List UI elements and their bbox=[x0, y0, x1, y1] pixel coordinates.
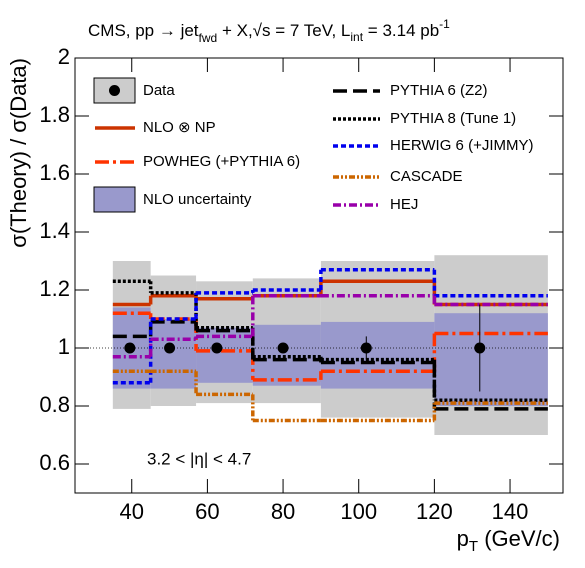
title-part: + X,√s = 7 TeV, L bbox=[217, 21, 350, 40]
data-point bbox=[277, 342, 289, 354]
legend-label: NLO uncertainty bbox=[143, 191, 252, 208]
xlabel-part: p bbox=[457, 526, 469, 551]
data-point bbox=[360, 342, 372, 354]
x-tick-label: 80 bbox=[271, 499, 295, 524]
x-tick-label: 60 bbox=[195, 499, 219, 524]
y-tick-label: 2 bbox=[58, 44, 70, 69]
legend-label: PYTHIA 8 (Tune 1) bbox=[390, 110, 516, 127]
nlo-uncertainty-band bbox=[320, 321, 435, 389]
plot-frame bbox=[74, 57, 564, 494]
chart-title: CMS, pp → jetfwd + X,√s = 7 TeV, Lint = … bbox=[88, 17, 450, 45]
x-tick-label: 100 bbox=[340, 499, 377, 524]
legend-swatch bbox=[93, 186, 136, 213]
legend-label: Data bbox=[143, 82, 175, 99]
legend-label: CASCADE bbox=[390, 168, 463, 185]
legend-label: HEJ bbox=[390, 196, 418, 213]
data-point bbox=[474, 342, 486, 354]
data-point bbox=[124, 342, 136, 354]
xlabel-part: (GeV/c) bbox=[478, 526, 560, 551]
legend-label: HERWIG 6 (+JIMMY) bbox=[390, 137, 533, 154]
legend-marker bbox=[109, 85, 120, 96]
legend-label: PYTHIA 6 (Z2) bbox=[390, 82, 488, 99]
title-sub: int bbox=[350, 30, 363, 44]
y-tick-label: 0.6 bbox=[39, 450, 70, 475]
y-tick-label: 0.8 bbox=[39, 392, 70, 417]
y-tick-label: 1.4 bbox=[39, 218, 70, 243]
legend-label: NLO ⊗ NP bbox=[143, 119, 216, 136]
nlo-uncertainty-band bbox=[434, 313, 548, 406]
legend-label: POWHEG (+PYTHIA 6) bbox=[143, 153, 300, 170]
x-tick-label: 140 bbox=[492, 499, 529, 524]
y-tick-label: 1.6 bbox=[39, 160, 70, 185]
annotation: 3.2 < |η| < 4.7 bbox=[147, 449, 251, 468]
y-axis-label: σ(Theory) / σ(Data) bbox=[6, 58, 31, 248]
x-tick-label: 40 bbox=[120, 499, 144, 524]
nlo-uncertainty-band bbox=[150, 319, 197, 389]
title-sub: fwd bbox=[199, 31, 218, 45]
y-tick-label: 1.2 bbox=[39, 276, 70, 301]
data-point bbox=[211, 342, 223, 354]
x-tick-label: 120 bbox=[416, 499, 453, 524]
title-part: = 3.14 pb bbox=[363, 21, 439, 40]
y-tick-label: 1 bbox=[58, 334, 70, 359]
y-tick-label: 1.8 bbox=[39, 102, 70, 127]
title-part: CMS, pp → jet bbox=[88, 21, 199, 40]
x-axis-label: pT (GeV/c) bbox=[457, 526, 560, 555]
title-sup: -1 bbox=[439, 17, 450, 31]
xlabel-sub: T bbox=[469, 538, 478, 555]
data-point bbox=[164, 342, 176, 354]
